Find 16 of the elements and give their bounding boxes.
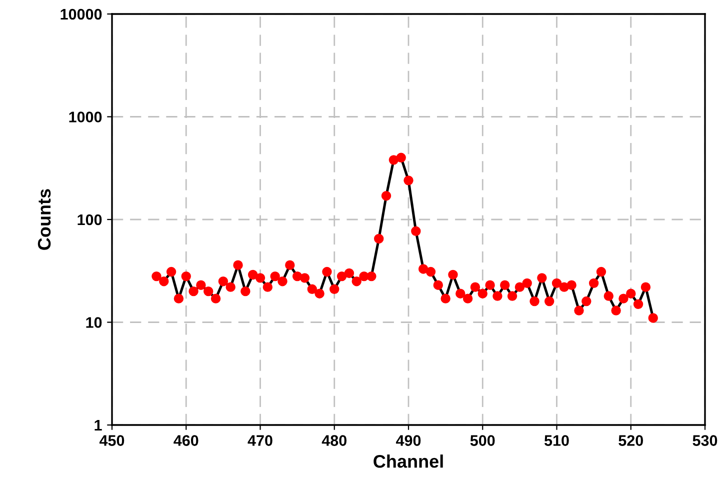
x-axis-title: Channel [374,454,443,468]
y-axis-title: Counts [38,189,51,250]
y-tick-label: 100 [78,214,102,226]
x-tick-label: 450 [99,435,124,446]
x-tick-label: 460 [174,435,198,446]
x-tick-label: 470 [248,435,272,446]
y-tick-label: 1000 [69,112,102,122]
x-tick-label: 520 [618,435,643,446]
y-tick-label: 1 [94,420,102,431]
y-tick-label: 10 [86,317,102,328]
x-tick-label: 530 [692,435,718,446]
x-tick-label: 490 [396,435,421,446]
x-tick-label: 500 [470,435,495,446]
x-tick-label: 510 [544,435,569,446]
y-tick-label: 10000 [60,8,102,20]
x-tick-label: 480 [322,435,346,446]
